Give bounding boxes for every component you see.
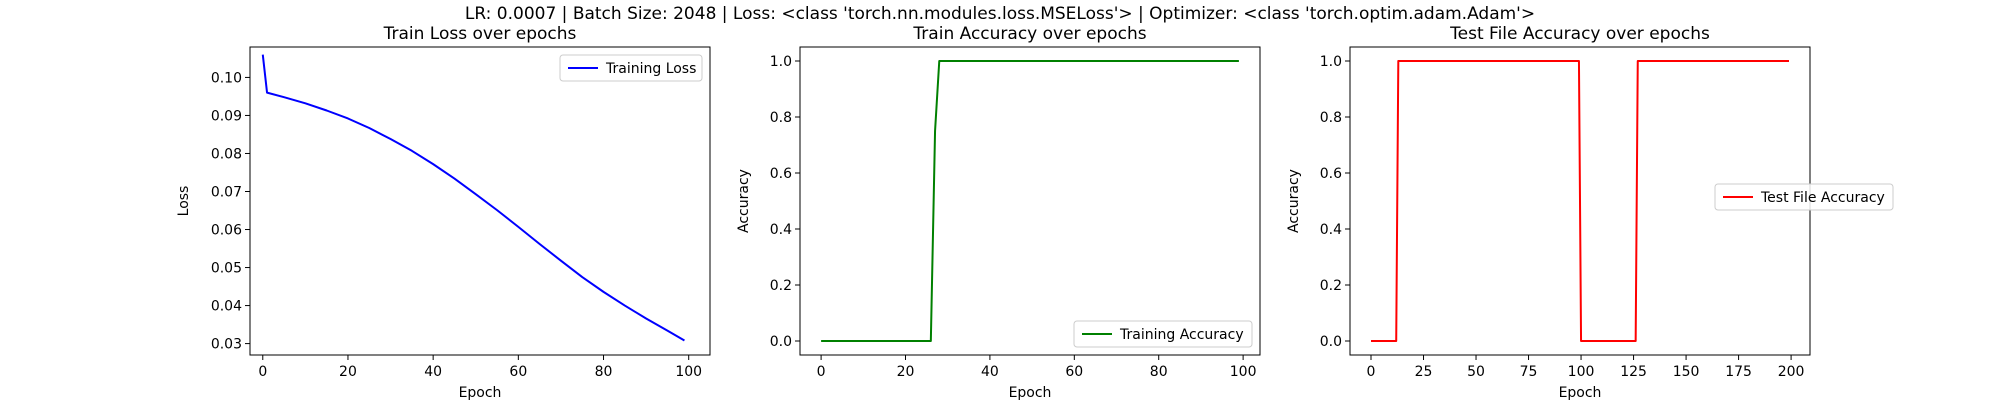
y-tick-label: 0.10 [211,70,242,86]
legend-box [1714,183,1894,211]
y-tick-label: 1.0 [770,54,792,70]
test-accuracy-chart: Test File Accuracy over epochs 0 25 50 75 100… [1286,24,1894,400]
legend: Training Loss [559,54,703,82]
y-tick-label: 0.08 [211,146,242,162]
x-tick-label: 25 [1415,364,1433,380]
figure-suptitle: LR: 0.0007 | Batch Size: 2048 | Loss: <c… [464,4,1536,24]
y-tick-label: 0.05 [211,261,242,277]
x-tick-label: 75 [1520,364,1538,380]
y-tick-label: 0.2 [770,278,792,294]
legend-label: Training Accuracy [1119,327,1244,343]
y-axis-label: Accuracy [1286,169,1302,233]
x-axis-label: Epoch [1009,385,1052,400]
x-tick-label: 200 [1778,364,1805,380]
y-axis-label: Accuracy [736,169,752,233]
x-tick-label: 40 [981,364,999,380]
x-tick-label: 40 [424,364,442,380]
x-tick-label: 50 [1467,364,1485,380]
x-tick-label: 80 [1150,364,1168,380]
series-line-0 [1371,60,1789,342]
legend: Test File Accuracy [1714,183,1894,211]
y-tick-label: 0.4 [1320,222,1342,238]
y-tick-label: 0.8 [770,110,792,126]
y-tick-label: 0.0 [1320,334,1342,350]
series-line-0 [261,54,685,342]
chart-title: Train Loss over epochs [383,24,577,44]
x-tick-label: 80 [595,364,613,380]
legend-box [559,54,703,82]
y-tick-label: 0.04 [211,299,242,315]
y-tick-label: 0.6 [1320,166,1342,182]
legend-label: Training Loss [605,61,696,77]
plot-frame [799,46,1261,356]
y-axis-label: Loss [176,186,192,217]
chart-title: Test File Accuracy over epochs [1449,24,1710,44]
y-tick-label: 0.0 [770,334,792,350]
x-tick-label: 20 [339,364,357,380]
legend-box [1073,320,1253,348]
chart-title: Train Accuracy over epochs [912,24,1146,44]
train-accuracy-chart: Train Accuracy over epochs 0 20 40 60 80 100 0.… [736,24,1261,400]
y-tick-label: 0.8 [1320,110,1342,126]
x-tick-label: 125 [1620,364,1647,380]
legend-label: Test File Accuracy [1760,190,1885,206]
train-loss-chart: Train Loss over epochs 0 20 40 60 80 100 0.03 0.… [176,24,711,400]
x-tick-label: 100 [1230,364,1257,380]
y-tick-label: 0.6 [770,166,792,182]
x-tick-label: 100 [675,364,702,380]
x-axis-label: Epoch [1559,385,1602,400]
x-tick-label: 175 [1725,364,1752,380]
plot-frame [249,46,711,356]
x-tick-label: 100 [1568,364,1595,380]
y-tick-label: 0.2 [1320,278,1342,294]
x-tick-label: 20 [897,364,915,380]
x-tick-label: 60 [1065,364,1083,380]
series-line-0 [821,60,1239,342]
x-tick-label: 0 [258,364,267,380]
x-tick-label: 60 [509,364,527,380]
y-tick-label: 0.03 [211,337,242,353]
x-tick-label: 0 [817,364,826,380]
y-tick-label: 1.0 [1320,54,1342,70]
y-tick-label: 0.07 [211,184,242,200]
x-tick-label: 0 [1367,364,1376,380]
y-tick-label: 0.4 [770,222,792,238]
y-tick-label: 0.09 [211,108,242,124]
legend: Training Accuracy [1073,320,1253,348]
x-axis-label: Epoch [459,385,502,400]
y-tick-label: 0.06 [211,223,242,239]
x-tick-label: 150 [1673,364,1700,380]
